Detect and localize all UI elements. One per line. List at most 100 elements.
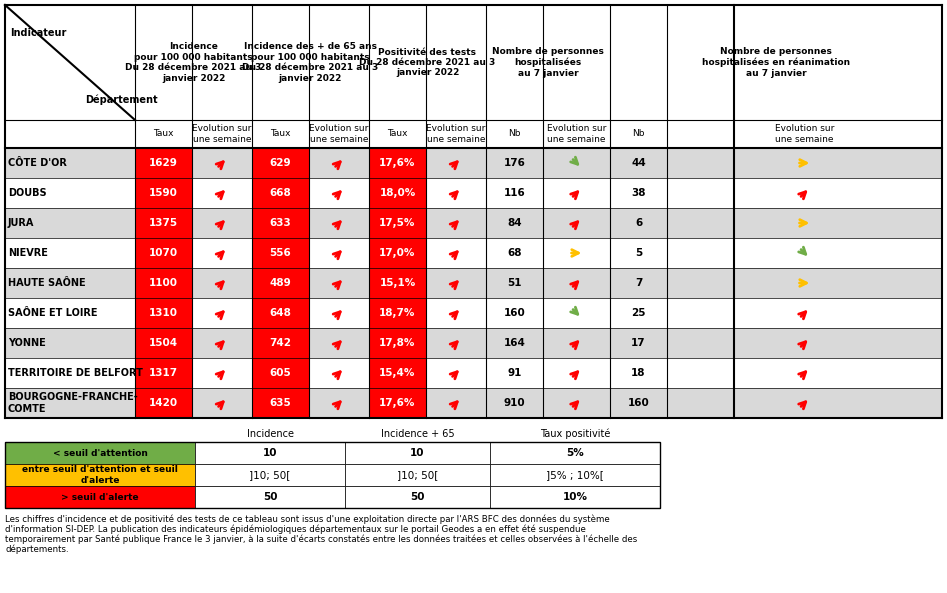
- Text: entre seuil d'attention et seuil
d'alerte: entre seuil d'attention et seuil d'alert…: [22, 466, 178, 484]
- Bar: [5, 208, 942, 238]
- Text: 5: 5: [634, 248, 642, 258]
- Bar: [5, 5, 942, 418]
- Text: 1629: 1629: [149, 158, 178, 168]
- Text: 1590: 1590: [149, 188, 178, 198]
- Text: 25: 25: [632, 308, 646, 318]
- Text: TERRITOIRE DE BELFORT: TERRITOIRE DE BELFORT: [8, 368, 143, 378]
- Bar: [5, 464, 195, 486]
- Text: < seuil d'attention: < seuil d'attention: [53, 448, 148, 458]
- Text: Taux: Taux: [153, 129, 173, 139]
- Text: Nb: Nb: [633, 129, 645, 139]
- Bar: [369, 298, 426, 328]
- Bar: [5, 238, 942, 268]
- Text: Nombre de personnes
hospitalisées en réanimation
au 7 janvier: Nombre de personnes hospitalisées en réa…: [702, 47, 850, 78]
- Text: DOUBS: DOUBS: [8, 188, 46, 198]
- Text: 1420: 1420: [149, 398, 178, 408]
- Text: 116: 116: [504, 188, 526, 198]
- Text: Evolution sur
une semaine: Evolution sur une semaine: [426, 125, 486, 144]
- Text: Taux positivité: Taux positivité: [540, 429, 610, 439]
- Text: Evolution sur
une semaine: Evolution sur une semaine: [310, 125, 368, 144]
- Text: NIEVRE: NIEVRE: [8, 248, 48, 258]
- Text: 648: 648: [270, 308, 292, 318]
- Text: 1100: 1100: [149, 278, 178, 288]
- Text: 51: 51: [508, 278, 522, 288]
- Text: 17: 17: [632, 338, 646, 348]
- Bar: [135, 148, 192, 178]
- Text: 1375: 1375: [149, 218, 178, 228]
- Text: CÔTE D'OR: CÔTE D'OR: [8, 158, 67, 168]
- Text: YONNE: YONNE: [8, 338, 45, 348]
- Text: 17,0%: 17,0%: [380, 248, 416, 258]
- Bar: [5, 268, 942, 298]
- Bar: [490, 464, 660, 486]
- Bar: [195, 464, 345, 486]
- Bar: [369, 388, 426, 418]
- Text: 10: 10: [262, 448, 277, 458]
- Text: 556: 556: [270, 248, 292, 258]
- Text: Nb: Nb: [509, 129, 521, 139]
- Bar: [5, 148, 942, 178]
- Text: 633: 633: [270, 218, 292, 228]
- Text: Taux: Taux: [270, 129, 291, 139]
- Bar: [135, 358, 192, 388]
- Bar: [5, 358, 942, 388]
- Text: 38: 38: [632, 188, 646, 198]
- Bar: [252, 148, 309, 178]
- Text: Incidence des + de 65 ans
pour 100 000 habitants
Du 28 décembre 2021 au 3
janvie: Incidence des + de 65 ans pour 100 000 h…: [242, 43, 379, 82]
- Text: SAÔNE ET LOIRE: SAÔNE ET LOIRE: [8, 308, 98, 318]
- Text: 17,6%: 17,6%: [380, 158, 416, 168]
- Bar: [369, 148, 426, 178]
- Text: HAUTE SAÔNE: HAUTE SAÔNE: [8, 278, 85, 288]
- Text: Incidence: Incidence: [246, 429, 294, 439]
- Text: 44: 44: [631, 158, 646, 168]
- Bar: [135, 268, 192, 298]
- Text: 629: 629: [270, 158, 292, 168]
- Text: 742: 742: [270, 338, 292, 348]
- Bar: [252, 298, 309, 328]
- Bar: [5, 442, 660, 508]
- Text: 15,1%: 15,1%: [380, 278, 416, 288]
- Text: Evolution sur
une semaine: Evolution sur une semaine: [775, 125, 834, 144]
- Text: 164: 164: [504, 338, 526, 348]
- Text: Nombre de personnes
hospitalisées
au 7 janvier: Nombre de personnes hospitalisées au 7 j…: [492, 47, 604, 78]
- Bar: [369, 238, 426, 268]
- Text: 1317: 1317: [149, 368, 178, 378]
- Bar: [135, 328, 192, 358]
- Text: 10: 10: [410, 448, 425, 458]
- Bar: [345, 464, 490, 486]
- Text: 10%: 10%: [563, 492, 587, 502]
- Text: d'information SI-DEP. La publication des indicateurs épidémiologiques départemen: d'information SI-DEP. La publication des…: [5, 524, 586, 534]
- Text: Indicateur: Indicateur: [10, 28, 66, 38]
- Bar: [252, 178, 309, 208]
- Text: 18,7%: 18,7%: [380, 308, 416, 318]
- Text: 18: 18: [632, 368, 646, 378]
- Text: BOURGOGNE-FRANCHE-
COMTE: BOURGOGNE-FRANCHE- COMTE: [8, 392, 137, 414]
- Bar: [5, 442, 195, 464]
- Text: Evolution sur
une semaine: Evolution sur une semaine: [192, 125, 252, 144]
- Bar: [369, 358, 426, 388]
- Text: départements.: départements.: [5, 544, 68, 553]
- Text: 1504: 1504: [149, 338, 178, 348]
- Bar: [252, 208, 309, 238]
- Text: ]10; 50[: ]10; 50[: [397, 470, 438, 480]
- Bar: [490, 486, 660, 508]
- Text: 91: 91: [508, 368, 522, 378]
- Bar: [135, 298, 192, 328]
- Text: 910: 910: [504, 398, 526, 408]
- Text: 50: 50: [262, 492, 277, 502]
- Bar: [5, 5, 942, 148]
- Text: 6: 6: [634, 218, 642, 228]
- Bar: [5, 486, 195, 508]
- Bar: [5, 178, 942, 208]
- Text: ]10; 50[: ]10; 50[: [249, 470, 291, 480]
- Bar: [195, 442, 345, 464]
- Bar: [345, 442, 490, 464]
- Text: ]5% ; 10%[: ]5% ; 10%[: [546, 470, 604, 480]
- Text: 7: 7: [634, 278, 642, 288]
- Text: 635: 635: [270, 398, 292, 408]
- Bar: [135, 178, 192, 208]
- Text: 17,6%: 17,6%: [380, 398, 416, 408]
- Text: JURA: JURA: [8, 218, 34, 228]
- Bar: [369, 268, 426, 298]
- Bar: [345, 486, 490, 508]
